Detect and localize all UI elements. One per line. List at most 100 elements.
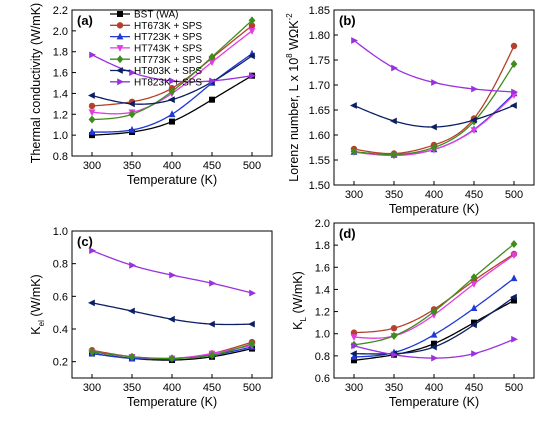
- data-point: [128, 125, 136, 133]
- y-tick-label: 0.4: [53, 324, 68, 336]
- y-tick-label: 1.2: [315, 307, 330, 319]
- y-tick-label: 1.50: [309, 180, 330, 192]
- data-point: [248, 52, 255, 60]
- x-tick-label: 400: [425, 189, 443, 201]
- series-line: [353, 253, 515, 334]
- data-point: [470, 116, 477, 124]
- x-axis-label: Temperature (K): [127, 173, 217, 187]
- x-tick-label: 300: [83, 160, 101, 172]
- data-point: [248, 339, 256, 348]
- data-point: [248, 28, 256, 35]
- data-point: [249, 289, 256, 297]
- panel-label: (b): [339, 13, 356, 28]
- x-tick-label: 300: [345, 189, 363, 201]
- y-tick-label: 1.6: [315, 262, 330, 274]
- y-axis-label: Lorenz number, L x 108 WΩK-2: [285, 13, 301, 182]
- x-axis-label: Temperature (K): [127, 395, 217, 409]
- y-axis-label: Kel (W/mK): [29, 274, 46, 334]
- data-point: [129, 69, 136, 76]
- y-tick-label: 1.4: [53, 88, 68, 100]
- data-point: [88, 128, 96, 135]
- data-point: [470, 304, 478, 312]
- data-point: [510, 274, 518, 282]
- data-point: [471, 350, 478, 358]
- x-tick-label: 500: [243, 160, 261, 172]
- data-point: [471, 85, 478, 93]
- y-tick-label: 1.65: [309, 105, 330, 117]
- legend-marker: [116, 45, 124, 52]
- data-point: [350, 102, 357, 109]
- series-line: [353, 45, 515, 155]
- series-6: [351, 37, 518, 96]
- series-7: [351, 335, 518, 362]
- data-point: [350, 350, 357, 358]
- data-point: [209, 96, 215, 103]
- data-point: [350, 352, 358, 360]
- data-point: [88, 299, 95, 307]
- series-5: [88, 16, 256, 124]
- legend-label: HT673K + SPS: [134, 21, 202, 32]
- series-3: [350, 274, 518, 360]
- plot-frame: [333, 9, 535, 186]
- data-point: [471, 319, 477, 326]
- series-4: [350, 60, 518, 159]
- legend-label: HT723K + SPS: [134, 32, 202, 43]
- y-tick-label: 1.0: [53, 130, 68, 142]
- chart-panel-1: 300 350 400 450 500 0.8 1.0 1.2 1.4 1.6 1.8 2.0 2.2 T…: [29, 3, 273, 187]
- data-point: [89, 51, 96, 59]
- data-point: [168, 315, 175, 323]
- data-point: [390, 331, 398, 340]
- y-tick-label: 0.8: [315, 351, 330, 363]
- y-tick-label: 0.6: [315, 373, 330, 385]
- data-point: [209, 77, 216, 85]
- data-point: [430, 123, 437, 131]
- data-point: [88, 92, 95, 99]
- y-tick-label: 2.2: [53, 5, 68, 17]
- x-tick-label: 450: [465, 189, 483, 201]
- y-axis-label: KL (W/mK): [291, 271, 308, 330]
- y-tick-label: 1.85: [309, 5, 330, 17]
- data-point: [128, 110, 136, 119]
- data-point: [129, 261, 136, 269]
- data-point: [169, 77, 176, 85]
- legend-marker: [116, 55, 124, 64]
- data-point: [470, 281, 478, 288]
- legend-marker: [117, 11, 123, 17]
- data-point: [208, 351, 216, 360]
- series-7: [89, 247, 256, 297]
- data-point: [390, 324, 398, 332]
- data-point: [510, 102, 517, 109]
- y-tick-label: 0.8: [53, 151, 68, 163]
- x-tick-label: 350: [123, 382, 141, 394]
- data-point: [248, 22, 256, 29]
- data-point: [391, 64, 398, 72]
- chart-panel-2: 300 350 400 450 500 1.50 1.55 1.60 1.65 1.70 1.75 1…: [285, 5, 535, 216]
- y-tick-label: 1.75: [309, 55, 330, 67]
- panel-label: (d): [339, 226, 356, 241]
- data-point: [89, 247, 96, 254]
- legend-marker: [116, 67, 123, 74]
- series-5: [350, 240, 518, 349]
- x-tick-label: 500: [505, 382, 523, 394]
- x-axis-label: Temperature (K): [389, 395, 479, 409]
- x-tick-label: 400: [425, 382, 443, 394]
- series-6: [88, 299, 255, 328]
- series-1: [350, 42, 518, 157]
- data-point: [89, 132, 95, 139]
- data-point: [208, 52, 216, 61]
- data-point: [431, 79, 438, 86]
- data-point: [168, 87, 176, 96]
- series-line: [353, 63, 515, 156]
- y-tick-label: 0.8: [53, 259, 68, 271]
- data-point: [430, 307, 438, 316]
- y-tick-label: 2.0: [53, 26, 68, 38]
- data-point: [88, 115, 96, 124]
- y-tick-label: 1.80: [309, 30, 330, 42]
- panel-label: (a): [77, 13, 93, 28]
- legend-label: BST (WA): [134, 10, 178, 21]
- x-tick-label: 300: [345, 382, 363, 394]
- data-point: [208, 320, 215, 328]
- y-tick-label: 1.55: [309, 155, 330, 167]
- data-point: [208, 59, 216, 67]
